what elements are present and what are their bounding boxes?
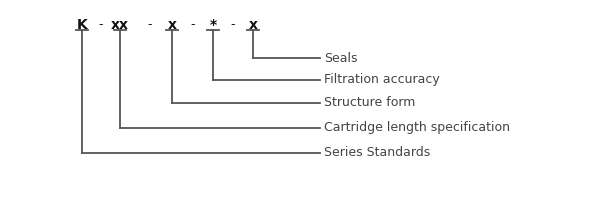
Text: x: x bbox=[248, 18, 257, 32]
Text: *: * bbox=[209, 18, 217, 32]
Text: Structure form: Structure form bbox=[324, 97, 415, 110]
Text: -: - bbox=[144, 18, 156, 31]
Text: -: - bbox=[95, 18, 107, 31]
Text: xx: xx bbox=[111, 18, 129, 32]
Text: Series Standards: Series Standards bbox=[324, 146, 430, 159]
Text: Seals: Seals bbox=[324, 51, 358, 65]
Text: x: x bbox=[167, 18, 176, 32]
Text: -: - bbox=[187, 18, 199, 31]
Text: Filtration accuracy: Filtration accuracy bbox=[324, 73, 440, 86]
Text: K: K bbox=[77, 18, 88, 32]
Text: -: - bbox=[227, 18, 239, 31]
Text: Cartridge length specification: Cartridge length specification bbox=[324, 121, 510, 135]
